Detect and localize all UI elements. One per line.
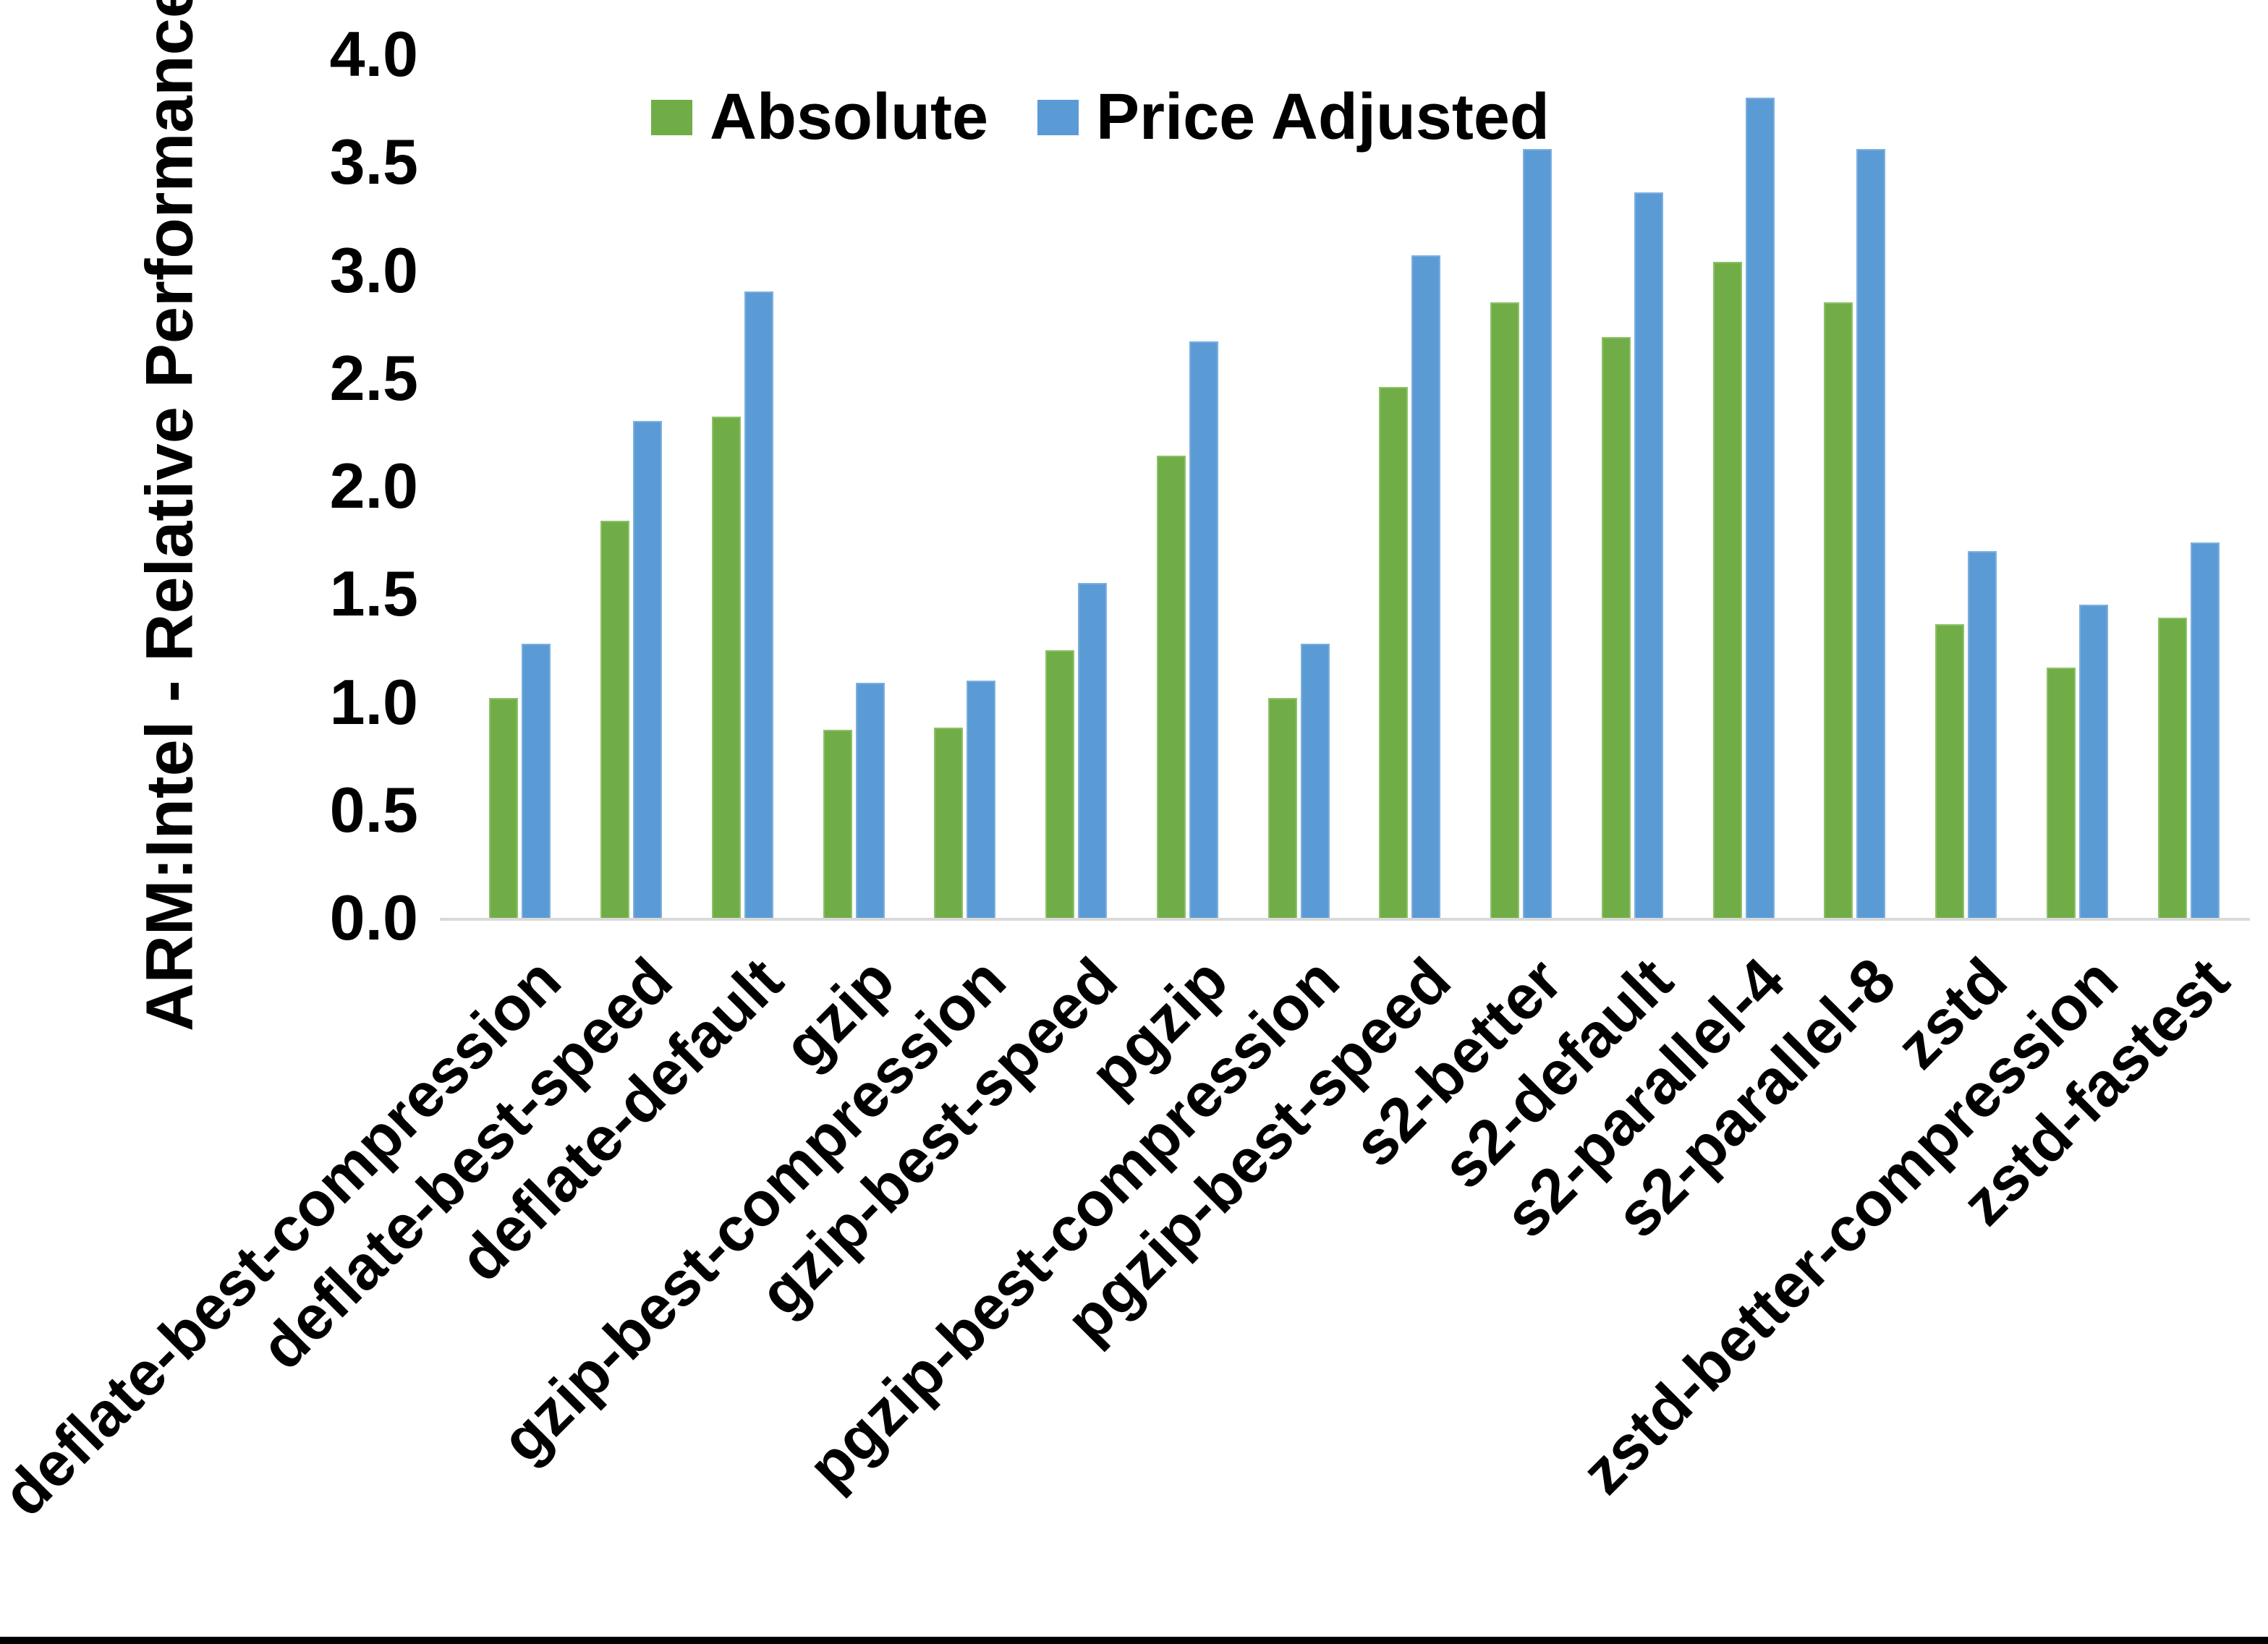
y-tick-label: 2.0	[329, 450, 418, 521]
bar-s2-better-absolute	[1490, 302, 1519, 919]
bar-gzip-absolute	[823, 730, 852, 919]
y-tick-label: 3.5	[329, 126, 418, 198]
y-tick-label: 3.0	[329, 234, 418, 306]
chart-legend: Absolute Price Adjusted	[651, 81, 1550, 153]
bottom-border-line	[0, 1637, 2268, 1644]
y-tick-label: 2.5	[329, 341, 418, 414]
bar-pgzip-best-compression-price-adjusted	[1301, 644, 1330, 919]
legend-label-absolute: Absolute	[710, 81, 989, 153]
y-tick-label: 4.0	[329, 18, 418, 90]
x-axis-baseline	[440, 918, 2250, 921]
bar-s2-default-price-adjusted	[1634, 192, 1663, 919]
y-tick-label: 1.0	[329, 665, 418, 738]
legend-item-price-adjusted: Price Adjusted	[1037, 81, 1550, 153]
bar-pgzip-best-compression-absolute	[1268, 698, 1297, 919]
bar-zstd-better-compression-price-adjusted	[2079, 605, 2108, 919]
bar-s2-parallel-4-absolute	[1713, 262, 1742, 919]
y-tick-label: 0.5	[329, 773, 418, 846]
bar-deflate-best-compression-price-adjusted	[522, 644, 551, 919]
bar-gzip-best-speed-price-adjusted	[1078, 583, 1107, 919]
bar-gzip-best-compression-absolute	[934, 728, 963, 919]
bar-zstd-price-adjusted	[1968, 551, 1997, 919]
bar-s2-parallel-4-price-adjusted	[1746, 98, 1775, 919]
bar-s2-parallel-8-absolute	[1824, 302, 1853, 919]
bar-deflate-best-speed-absolute	[600, 521, 629, 919]
legend-item-absolute: Absolute	[651, 81, 988, 153]
y-tick-label: 1.5	[329, 558, 418, 630]
bar-pgzip-absolute	[1157, 456, 1186, 919]
bar-deflate-default-absolute	[712, 417, 741, 919]
bar-s2-default-absolute	[1602, 337, 1631, 919]
bar-pgzip-price-adjusted	[1189, 341, 1218, 919]
bar-pgzip-best-speed-absolute	[1379, 387, 1408, 919]
bar-deflate-best-compression-absolute	[489, 698, 518, 919]
bar-zstd-fastest-price-adjusted	[2191, 542, 2220, 919]
bar-s2-better-price-adjusted	[1523, 149, 1552, 919]
legend-swatch-absolute	[651, 99, 692, 135]
legend-swatch-price-adjusted	[1037, 99, 1079, 135]
bar-zstd-absolute	[1935, 624, 1964, 919]
legend-label-price-adjusted: Price Adjusted	[1096, 81, 1550, 153]
bar-deflate-best-speed-price-adjusted	[633, 421, 662, 919]
bar-zstd-fastest-absolute	[2158, 618, 2187, 919]
bar-s2-parallel-8-price-adjusted	[1856, 149, 1885, 919]
bar-gzip-price-adjusted	[856, 683, 885, 919]
bar-deflate-default-price-adjusted	[744, 291, 773, 919]
y-axis-title: ARM:Intel - Relative Performance	[132, 0, 207, 1031]
bar-pgzip-best-speed-price-adjusted	[1411, 255, 1440, 919]
bar-gzip-best-compression-price-adjusted	[967, 681, 995, 919]
bar-zstd-better-compression-absolute	[2047, 668, 2076, 919]
bar-gzip-best-speed-absolute	[1045, 650, 1074, 919]
y-tick-label: 0.0	[329, 882, 418, 953]
